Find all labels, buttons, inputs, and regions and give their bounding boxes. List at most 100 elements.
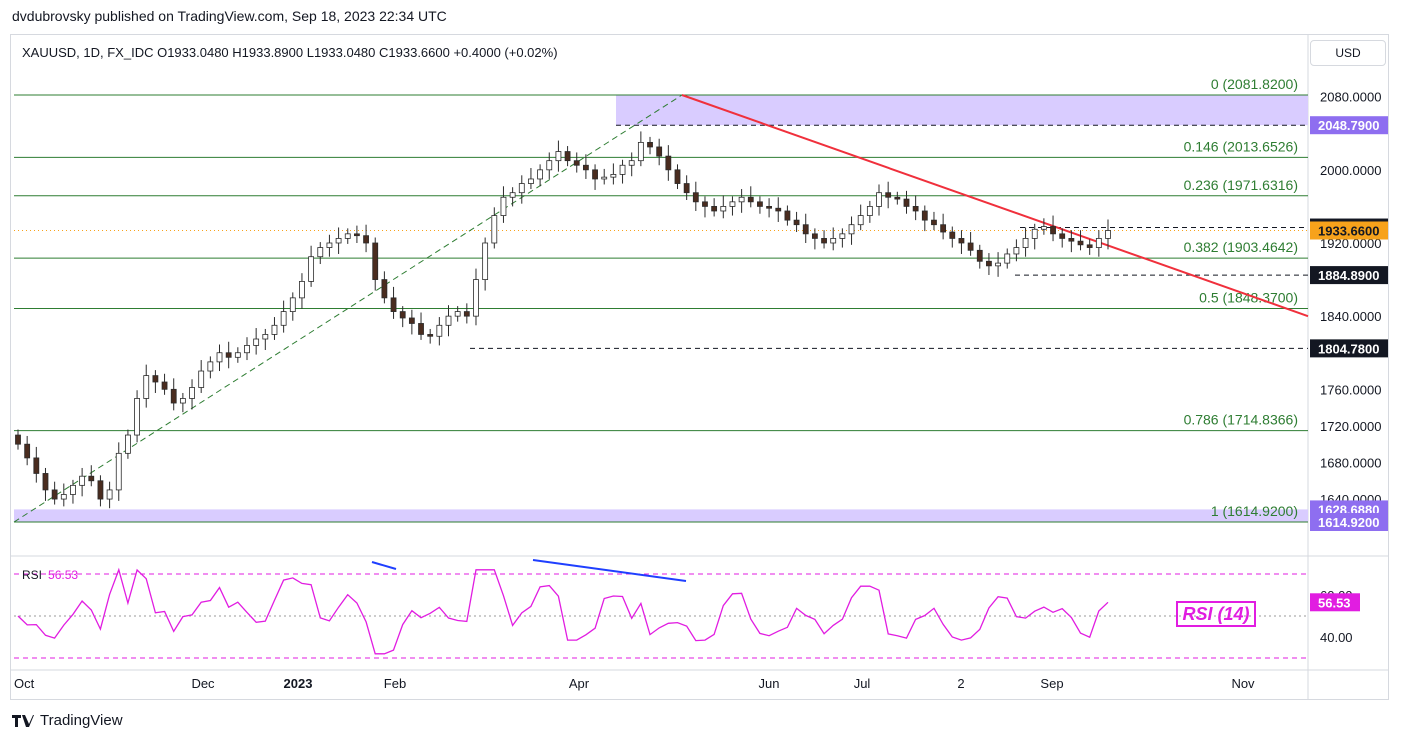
price-tick-label: 1920.0000 — [1320, 236, 1381, 251]
candle-body — [88, 475, 95, 482]
price-tag-label: 1804.7800 — [1318, 341, 1379, 356]
candle-body — [454, 311, 461, 317]
candle-body — [244, 345, 250, 354]
candle-body — [931, 219, 937, 226]
candle-body — [509, 192, 516, 198]
candle-body — [308, 256, 315, 282]
candle-body — [537, 169, 544, 180]
candle-body — [830, 238, 837, 244]
time-tick-label: Jul — [854, 676, 871, 691]
time-tick-label: Oct — [14, 676, 35, 691]
candle-body — [500, 196, 507, 216]
candle-body — [317, 247, 324, 258]
candle-body — [408, 317, 415, 324]
candle-body — [738, 196, 745, 203]
candle-body — [592, 169, 598, 180]
candle-body — [729, 201, 736, 207]
candle-body — [253, 338, 260, 346]
candle-body — [335, 238, 342, 244]
candle-body — [418, 323, 424, 335]
candle-body — [757, 201, 763, 207]
candle-body — [683, 183, 690, 194]
rsi-value-tag: 56.53 — [1318, 595, 1351, 610]
footer-brand[interactable]: TradingView — [12, 712, 123, 729]
time-tick-label: 2023 — [284, 676, 313, 691]
candle-body — [344, 233, 351, 239]
candle-body — [1013, 247, 1020, 255]
rsi-annotation-box: RSI (14) — [1176, 601, 1256, 627]
candle-body — [601, 176, 608, 180]
candle-body — [161, 381, 168, 390]
candle-body — [674, 169, 681, 184]
candle-body — [995, 262, 1001, 267]
rsi-line — [17, 567, 1109, 655]
candle-body — [720, 206, 727, 212]
tradingview-logo-icon — [12, 714, 34, 727]
footer-brand-label: TradingView — [40, 712, 123, 729]
time-tick-label: Nov — [1231, 676, 1255, 691]
candle-body — [436, 324, 443, 337]
price-tag-label: 2048.7900 — [1318, 118, 1379, 133]
candle-body — [711, 206, 718, 212]
price-tag-bg — [1310, 116, 1388, 135]
candle-body — [857, 215, 864, 226]
candle-body — [1004, 253, 1011, 264]
price-tick-label: 1720.0000 — [1320, 419, 1381, 434]
candle-body — [747, 196, 754, 203]
symbol-info: XAUUSD, 1D, FX_IDC O1933.0480 H1933.8900… — [22, 45, 558, 60]
candle-body — [234, 352, 241, 358]
price-tag-label: 1933.6600 — [1318, 223, 1379, 238]
candle-body — [885, 192, 892, 198]
candle-body — [949, 231, 956, 239]
price-tick-label: 1840.0000 — [1320, 309, 1381, 324]
price-tag-bg — [1310, 221, 1388, 240]
candle-body — [564, 151, 571, 162]
candle-body — [60, 494, 67, 500]
candle-body — [42, 473, 49, 491]
candle-body — [189, 387, 195, 399]
candle-body — [811, 233, 818, 239]
candle-body — [619, 164, 626, 175]
candle-body — [894, 196, 901, 200]
candle-body — [1068, 238, 1075, 242]
price-tag-bg — [1310, 339, 1388, 358]
candle-body — [766, 206, 772, 209]
candle-body — [225, 352, 232, 358]
candle-body — [463, 311, 470, 317]
candle-body — [198, 370, 205, 388]
candle-body — [70, 484, 76, 495]
rsi-divergence-line — [532, 559, 687, 582]
candle-body — [1105, 230, 1111, 239]
candle-body — [299, 281, 305, 299]
time-tick-label: 2 — [957, 676, 964, 691]
candle-body — [97, 480, 104, 500]
candle-body — [1050, 226, 1056, 235]
candle-body — [1040, 226, 1047, 230]
rsi-divergence-line — [371, 561, 397, 570]
top-resistance-zone — [616, 95, 1308, 126]
time-tick-label: Jun — [759, 676, 780, 691]
fib-label-0.5: 0.5 (1848.3700) — [1199, 290, 1298, 306]
candle-body — [390, 297, 397, 312]
candle-body — [528, 178, 534, 184]
candle-body — [848, 224, 855, 235]
candle-body — [793, 219, 800, 226]
fib-label-1: 1 (1614.9200) — [1211, 503, 1298, 519]
time-tick-label: Feb — [384, 676, 406, 691]
candle-body — [573, 160, 580, 166]
candle-body — [271, 324, 278, 335]
candle-body — [51, 489, 58, 500]
candle-body — [399, 311, 406, 319]
candle-body — [482, 242, 489, 280]
price-tag-label: 1884.8900 — [1318, 268, 1379, 283]
candle-body — [125, 434, 131, 454]
candle-body — [24, 443, 31, 459]
candle-body — [903, 198, 910, 207]
candle-body — [1077, 240, 1084, 246]
fib-label-0: 0 (2081.8200) — [1211, 76, 1298, 92]
currency-button[interactable]: USD — [1310, 40, 1386, 66]
candle-body — [821, 238, 827, 244]
time-tick-label: Dec — [191, 676, 215, 691]
candle-body — [876, 192, 882, 207]
